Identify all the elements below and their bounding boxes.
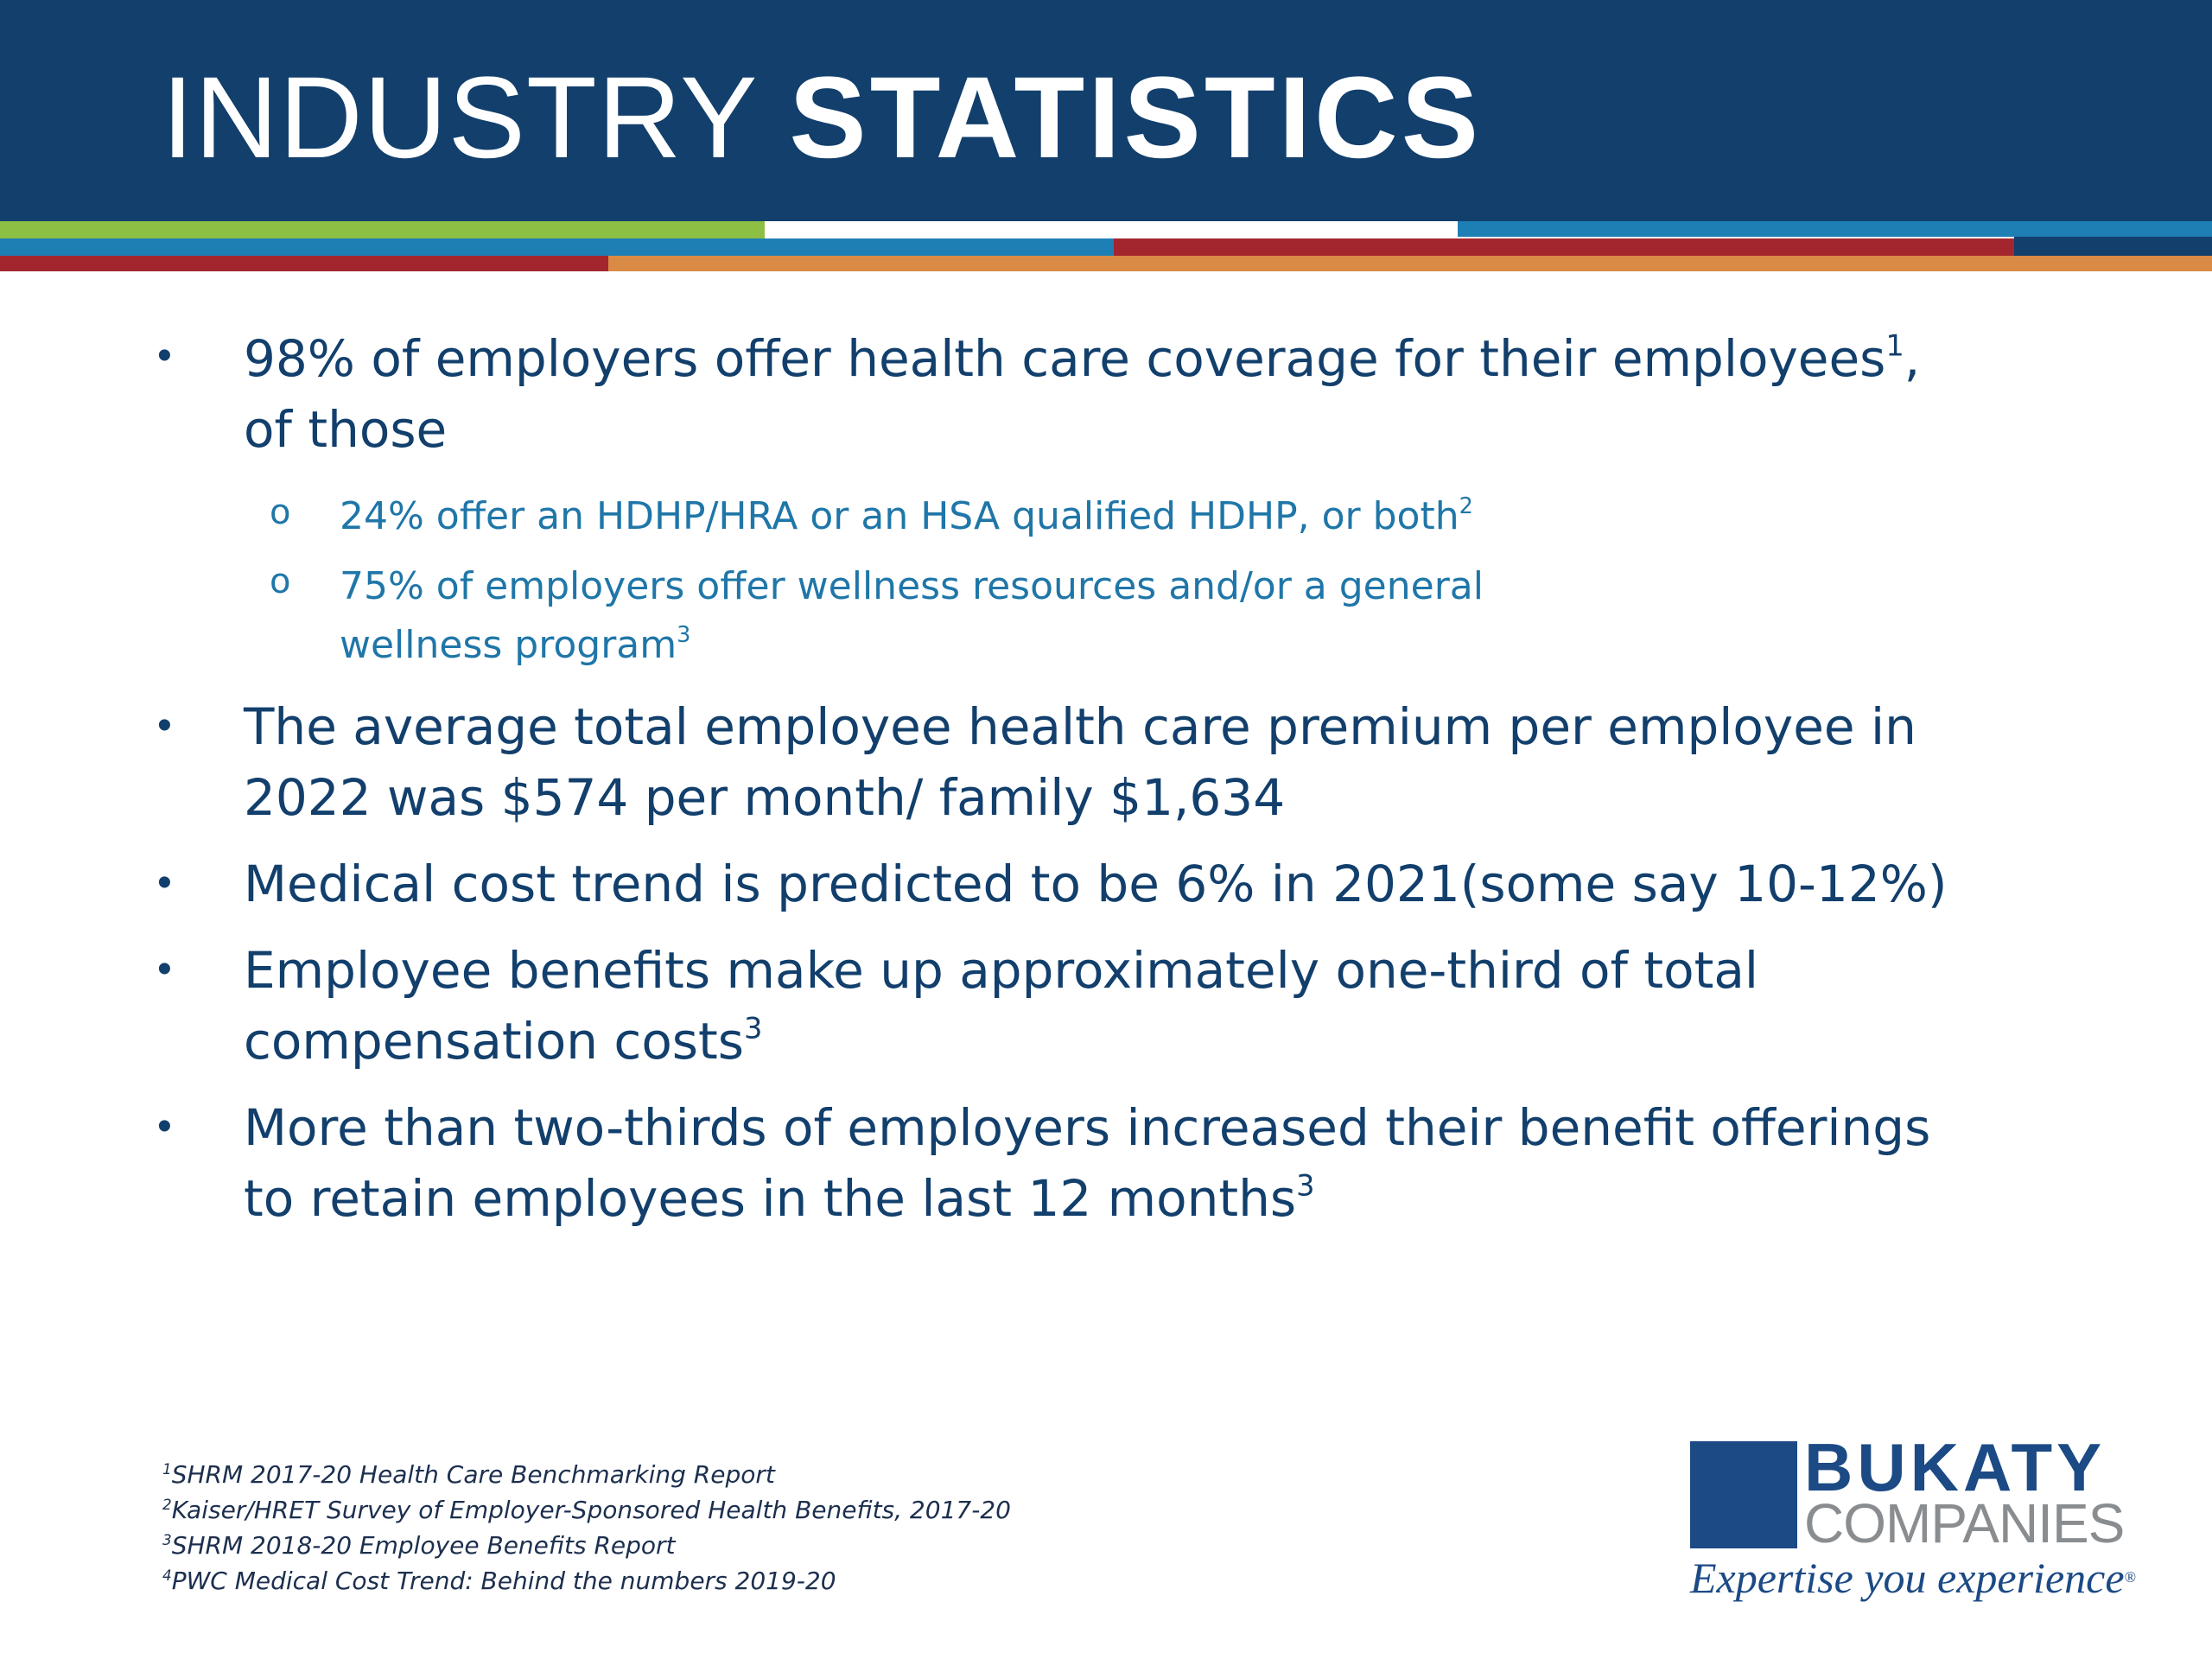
logo-name-bold: BUKATY — [1804, 1429, 2107, 1505]
footnotes: 1SHRM 2017-20 Health Care Benchmarking R… — [162, 1457, 1011, 1599]
sub-item-1-text: 24% offer an HDHP/HRA or an HSA qualifie… — [340, 493, 1473, 538]
stripe-dark — [2014, 237, 2212, 256]
stripe-green — [0, 221, 765, 238]
logo-name-light: COMPANIES — [1804, 1492, 2125, 1554]
footnote-ref: 3 — [1296, 1168, 1315, 1203]
stripe-blue — [0, 238, 1114, 256]
footnote-item: 3SHRM 2018-20 Employee Benefits Report — [162, 1530, 676, 1560]
bullet-3-text: Medical cost trend is predicted to be 6%… — [244, 855, 1948, 913]
bullet-4-text: Employee benefits make up approximately … — [244, 941, 1758, 1071]
stripe-red-right — [1114, 238, 2014, 256]
stripe-red — [0, 256, 608, 271]
bullet-1-text: 98% of employers offer health care cover… — [244, 328, 1921, 459]
page-title: INDUSTRY STATISTICS — [162, 54, 1482, 183]
sub-bullet-marker: o — [270, 562, 291, 601]
footnote-item: 1SHRM 2017-20 Health Care Benchmarking R… — [162, 1459, 775, 1489]
bullet-marker: • — [157, 702, 172, 748]
header-banner: INDUSTRY STATISTICS — [0, 0, 2212, 221]
bullet-marker: • — [157, 333, 172, 378]
bullet-marker: • — [157, 946, 172, 992]
bullet-2-text: The average total employee health care p… — [244, 697, 1916, 827]
registered-mark: ® — [2124, 1567, 2136, 1586]
logo-square-icon — [1690, 1441, 1797, 1548]
logo-tagline: Expertise you experience® — [1690, 1554, 2136, 1602]
footnote-ref: 3 — [743, 1011, 763, 1046]
bullet-5-text: More than two-thirds of employers increa… — [244, 1098, 1931, 1228]
sub-item-2-text: 75% of employers offer wellness resource… — [340, 564, 1484, 667]
footnote-ref: 2 — [1459, 493, 1473, 520]
title-bold: STATISTICS — [789, 54, 1483, 182]
company-logo: BUKATY COMPANIES Expertise you experienc… — [1690, 1431, 2148, 1611]
bullet-marker: • — [157, 1103, 172, 1149]
footnote-ref: 3 — [677, 622, 691, 649]
bullet-marker: • — [157, 860, 172, 906]
footnote-item: 2Kaiser/HRET Survey of Employer-Sponsore… — [162, 1495, 1011, 1524]
sub-bullet-marker: o — [270, 493, 291, 532]
footnote-ref: 1 — [1885, 328, 1904, 363]
stripe-blue-right — [1458, 221, 2212, 237]
stripe-orange — [608, 256, 2212, 271]
footnote-item: 4PWC Medical Cost Trend: Behind the numb… — [162, 1566, 836, 1595]
title-light: INDUSTRY — [162, 54, 757, 182]
